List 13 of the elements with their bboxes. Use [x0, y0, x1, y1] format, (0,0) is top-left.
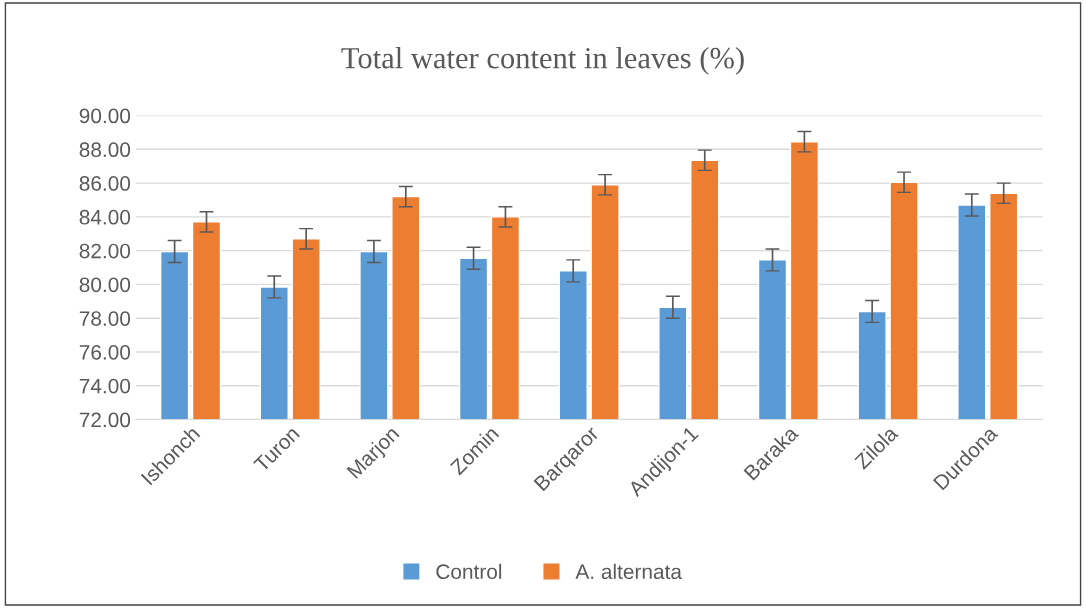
y-tick-label: 76.00	[79, 344, 131, 360]
y-tick-label: 86.00	[79, 176, 131, 191]
y-tick-label: 82.00	[79, 243, 131, 259]
y-tick-label: 88.00	[79, 142, 131, 158]
y-tick-label: 90.00	[79, 108, 131, 124]
y-tick-label: 84.00	[79, 209, 131, 225]
chart-title: Total water content in leaves (%)	[341, 46, 744, 75]
legend-label: Control	[436, 563, 502, 580]
y-tick-label: 72.00	[79, 412, 131, 428]
legend-label: A. alternata	[575, 563, 682, 580]
y-tick-label: 74.00	[79, 378, 131, 394]
y-tick-label: 80.00	[79, 277, 131, 293]
y-tick-label: 78.00	[79, 311, 131, 326]
